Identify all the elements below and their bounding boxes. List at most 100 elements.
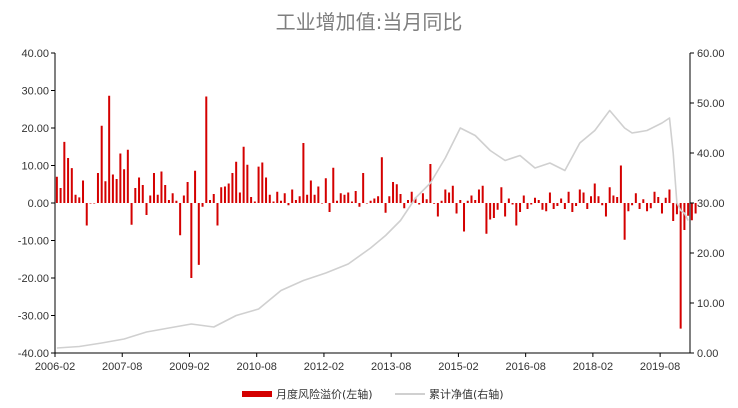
risk-premium-bar <box>492 203 495 218</box>
risk-premium-bar <box>575 203 578 206</box>
risk-premium-bar <box>82 180 85 203</box>
risk-premium-bar <box>261 162 264 203</box>
x-tick-label: 2006-02 <box>35 361 75 373</box>
risk-premium-bar <box>194 170 197 203</box>
left-y-tick-label: -10.00 <box>18 236 49 248</box>
risk-premium-bar <box>504 203 507 217</box>
right-y-tick-label: 20.00 <box>697 248 725 260</box>
risk-premium-bar <box>470 195 473 203</box>
risk-premium-bar <box>313 194 316 203</box>
left-y-tick-label: 10.00 <box>21 161 49 173</box>
risk-premium-bar <box>209 200 212 203</box>
risk-premium-bar <box>687 203 690 216</box>
risk-premium-bar <box>590 196 593 203</box>
risk-premium-bar <box>55 176 58 203</box>
risk-premium-bar <box>59 188 62 203</box>
risk-premium-bar <box>485 203 488 234</box>
legend-bar-label: 月度风险溢价(左轴) <box>276 387 373 401</box>
risk-premium-bar <box>358 203 361 207</box>
risk-premium-bar <box>489 203 492 220</box>
risk-premium-bar <box>395 184 398 203</box>
risk-premium-bar <box>100 125 103 203</box>
risk-premium-bar <box>212 194 215 203</box>
x-tick-label: 2016-08 <box>505 361 545 373</box>
axes-layer: -40.00 -30.00 -20.00 -10.00 0.00 10.00 20.00 30… <box>18 48 725 373</box>
legend-bar-swatch <box>242 391 272 397</box>
x-tick-label: 2007-08 <box>102 361 142 373</box>
left-y-tick-label: -30.00 <box>18 311 49 323</box>
risk-premium-bar <box>294 200 297 203</box>
right-y-tick-label: 0.00 <box>697 348 718 360</box>
risk-premium-bar <box>216 203 219 226</box>
x-tick-label: 2013-08 <box>371 361 411 373</box>
risk-premium-bar <box>563 203 566 209</box>
risk-premium-bar <box>298 196 301 203</box>
risk-premium-bar <box>515 203 518 226</box>
risk-premium-bar <box>268 194 271 203</box>
risk-premium-bar <box>451 185 454 203</box>
risk-premium-bar <box>649 203 652 209</box>
risk-premium-bar <box>567 191 570 203</box>
risk-premium-bar <box>309 180 312 203</box>
risk-premium-bar <box>272 201 275 203</box>
risk-premium-bar <box>231 173 234 203</box>
risk-premium-bar <box>586 203 589 209</box>
risk-premium-bar <box>657 197 660 203</box>
risk-premium-bar <box>631 203 634 206</box>
risk-premium-bar <box>560 198 563 203</box>
risk-premium-bar <box>152 173 155 203</box>
risk-premium-bar <box>436 203 439 217</box>
risk-premium-bar <box>377 196 380 203</box>
left-y-tick-label: 20.00 <box>21 123 49 135</box>
x-tick-label: 2015-02 <box>438 361 478 373</box>
risk-premium-bar <box>238 192 241 203</box>
risk-premium-bar <box>78 197 81 203</box>
risk-premium-bar <box>623 203 626 240</box>
left-y-tick-label: -20.00 <box>18 273 49 285</box>
risk-premium-bar <box>448 192 451 203</box>
risk-premium-bar <box>410 191 413 203</box>
risk-premium-bar <box>119 153 122 203</box>
risk-premium-bar <box>242 146 245 203</box>
chart-title: 工业增加值:当月同比 <box>275 10 463 34</box>
risk-premium-bar <box>507 198 510 203</box>
risk-premium-bar <box>552 203 555 209</box>
risk-premium-bar <box>257 166 260 203</box>
right-y-tick-label: 60.00 <box>697 48 725 60</box>
x-tick-label: 2012-02 <box>304 361 344 373</box>
risk-premium-bar <box>425 199 428 203</box>
risk-premium-bar <box>616 197 619 203</box>
risk-premium-bar <box>253 201 256 203</box>
risk-premium-bar <box>466 200 469 203</box>
risk-premium-bar <box>279 200 282 203</box>
risk-premium-bar <box>444 189 447 203</box>
risk-premium-bar <box>511 203 514 205</box>
risk-premium-bar <box>134 188 137 203</box>
bars-layer <box>55 95 697 329</box>
risk-premium-bar <box>347 192 350 203</box>
risk-premium-bar <box>235 161 238 203</box>
risk-premium-bar <box>111 174 114 203</box>
right-y-tick-label: 50.00 <box>697 98 725 110</box>
left-y-tick-label: -40.00 <box>18 348 49 360</box>
risk-premium-bar <box>201 203 204 207</box>
risk-premium-bar <box>601 203 604 206</box>
risk-premium-bar <box>541 203 544 210</box>
risk-premium-bar <box>403 203 406 209</box>
risk-premium-bar <box>291 189 294 203</box>
risk-premium-bar <box>179 203 182 236</box>
risk-premium-bar <box>679 203 682 329</box>
risk-premium-bar <box>70 168 73 203</box>
risk-premium-bar <box>634 193 637 203</box>
risk-premium-bar <box>205 96 208 203</box>
risk-premium-bar <box>186 182 189 203</box>
risk-premium-bar <box>440 200 443 203</box>
risk-premium-bar <box>104 181 107 203</box>
risk-premium-bar <box>463 203 466 232</box>
risk-premium-bar <box>306 194 309 203</box>
risk-premium-bar <box>694 203 697 214</box>
risk-premium-bar <box>287 203 290 206</box>
risk-premium-bar <box>537 200 540 203</box>
risk-premium-bar <box>123 169 126 203</box>
risk-premium-bar <box>660 203 663 214</box>
